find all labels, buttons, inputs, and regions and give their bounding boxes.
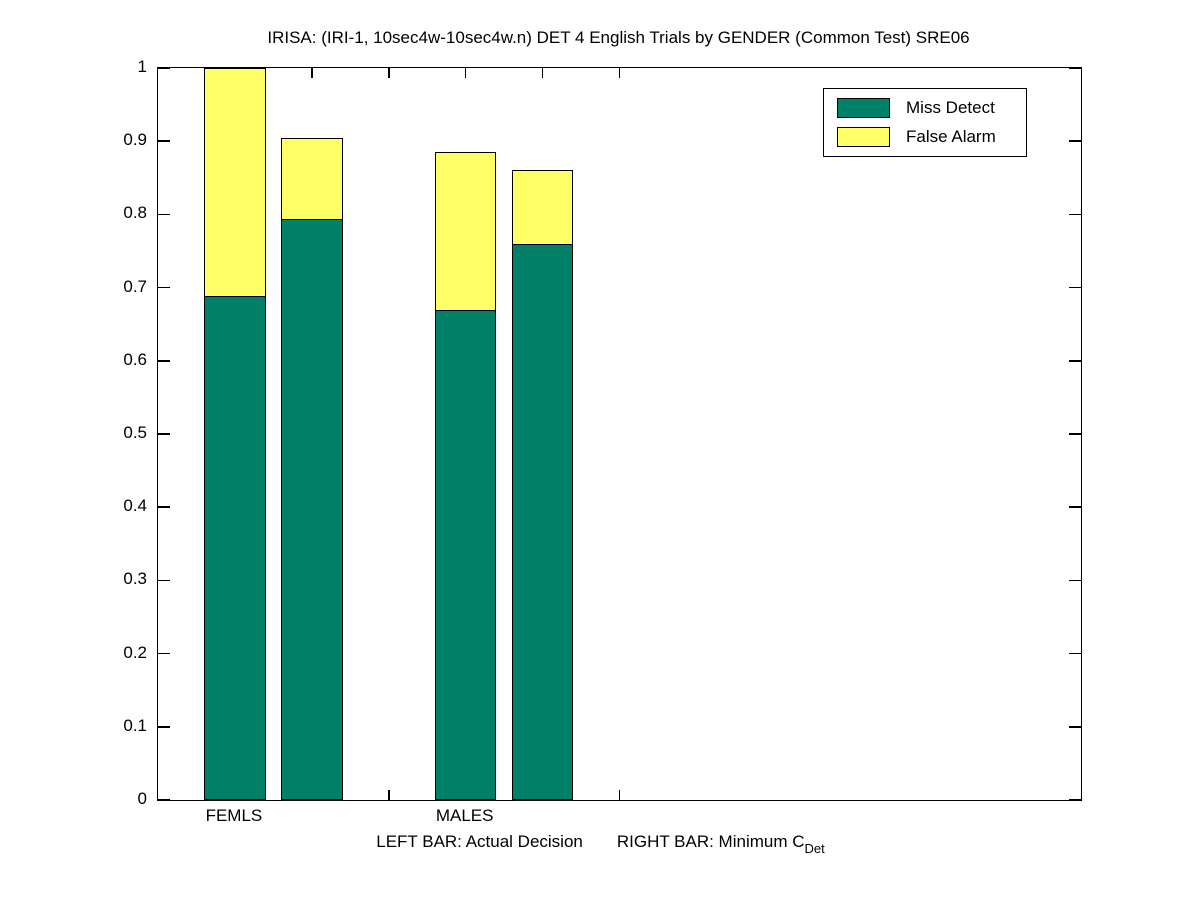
y-tick bbox=[1069, 799, 1081, 801]
chart-title: IRISA: (IRI-1, 10sec4w-10sec4w.n) DET 4 … bbox=[267, 28, 970, 47]
legend-label-miss-detect: Miss Detect bbox=[906, 98, 995, 117]
y-tick bbox=[158, 799, 170, 801]
y-tick bbox=[1069, 726, 1081, 728]
x-category-label: MALES bbox=[435, 806, 494, 825]
y-tick-label: 0 bbox=[137, 789, 147, 808]
x-tick bbox=[464, 68, 467, 78]
y-tick-label: 0.6 bbox=[123, 349, 147, 369]
x-category-label: FEMLS bbox=[205, 806, 263, 825]
bar-segment-miss-detect bbox=[204, 294, 266, 800]
y-tick-label: 1 bbox=[137, 57, 147, 76]
legend-swatch-miss-detect-icon bbox=[837, 98, 890, 118]
y-tick bbox=[158, 286, 170, 289]
x-axis-label-subscript: Det bbox=[804, 841, 825, 856]
legend-item-miss-detect: Miss Detect bbox=[837, 98, 1026, 118]
x-tick bbox=[541, 68, 544, 78]
x-axis-label-right: RIGHT BAR: Minimum C bbox=[616, 832, 805, 851]
legend: Miss Detect False Alarm bbox=[823, 88, 1027, 157]
y-tick-label: 0.4 bbox=[123, 496, 147, 516]
bar-segment-miss-detect bbox=[511, 243, 574, 800]
y-tick bbox=[158, 360, 170, 362]
y-tick bbox=[158, 67, 170, 69]
y-tick bbox=[1069, 67, 1081, 69]
y-tick-label: 0.3 bbox=[123, 569, 147, 589]
bar-segment-false-alarm bbox=[204, 68, 266, 297]
y-tick bbox=[158, 652, 170, 655]
y-tick bbox=[158, 213, 170, 216]
y-tick bbox=[1069, 213, 1081, 216]
bar-segment-false-alarm bbox=[281, 137, 343, 220]
y-tick-label: 0.5 bbox=[123, 423, 147, 442]
y-tick bbox=[1069, 433, 1081, 435]
x-axis-label: LEFT BAR: Actual Decision RIGHT BAR: Mini… bbox=[0, 832, 1201, 856]
legend-label-false-alarm: False Alarm bbox=[906, 127, 996, 146]
y-tick bbox=[1069, 286, 1081, 289]
y-tick-label: 0.8 bbox=[123, 203, 147, 223]
y-tick-label: 0.2 bbox=[123, 642, 147, 662]
x-tick bbox=[311, 68, 313, 78]
y-tick bbox=[1069, 506, 1081, 508]
y-tick bbox=[158, 140, 170, 142]
y-tick bbox=[158, 506, 170, 508]
x-tick bbox=[388, 790, 390, 800]
y-tick bbox=[158, 433, 170, 435]
y-tick bbox=[1069, 140, 1081, 142]
x-tick bbox=[388, 68, 390, 78]
y-tick bbox=[1069, 652, 1081, 655]
y-tick bbox=[158, 579, 170, 582]
y-tick-label: 0.7 bbox=[123, 276, 147, 296]
bar-segment-false-alarm bbox=[511, 170, 574, 246]
y-tick bbox=[1069, 360, 1081, 362]
x-tick bbox=[618, 68, 621, 78]
x-tick bbox=[618, 790, 621, 800]
x-axis-label-left: LEFT BAR: Actual Decision bbox=[376, 832, 583, 851]
legend-item-false-alarm: False Alarm bbox=[837, 127, 1026, 147]
bar-segment-false-alarm bbox=[434, 152, 497, 312]
y-tick bbox=[158, 726, 170, 728]
y-tick-label: 0.1 bbox=[123, 715, 147, 735]
bar-segment-miss-detect bbox=[434, 309, 497, 800]
plot-area bbox=[157, 67, 1082, 801]
y-tick bbox=[1069, 579, 1081, 582]
bar-segment-miss-detect bbox=[281, 218, 343, 800]
legend-swatch-false-alarm-icon bbox=[837, 127, 890, 147]
y-tick-label: 0.9 bbox=[123, 130, 147, 150]
